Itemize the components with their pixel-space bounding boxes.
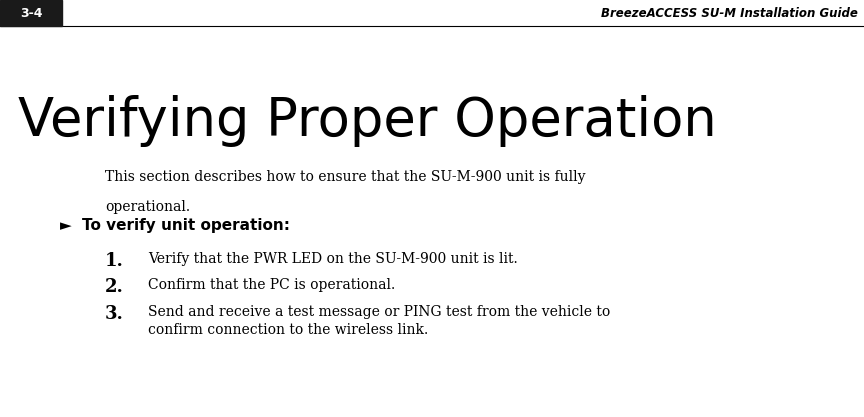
Bar bbox=[0, 0, 62, 26]
Text: BreezeACCESS SU-M Installation Guide: BreezeACCESS SU-M Installation Guide bbox=[601, 7, 858, 20]
Text: 1.: 1. bbox=[105, 252, 124, 270]
Text: To verify unit operation:: To verify unit operation: bbox=[82, 218, 290, 233]
Text: 2.: 2. bbox=[105, 278, 124, 296]
Text: Verifying Proper Operation: Verifying Proper Operation bbox=[18, 95, 717, 147]
Text: This section describes how to ensure that the SU-M-900 unit is fully: This section describes how to ensure tha… bbox=[105, 170, 586, 184]
Text: Verify that the PWR LED on the SU-M-900 unit is lit.: Verify that the PWR LED on the SU-M-900 … bbox=[148, 252, 518, 266]
Text: 3.: 3. bbox=[105, 305, 124, 323]
Text: operational.: operational. bbox=[105, 200, 190, 214]
Text: 3-4: 3-4 bbox=[20, 7, 42, 20]
Text: Confirm that the PC is operational.: Confirm that the PC is operational. bbox=[148, 278, 395, 292]
Text: confirm connection to the wireless link.: confirm connection to the wireless link. bbox=[148, 323, 429, 337]
Text: ►: ► bbox=[60, 218, 72, 233]
Text: Send and receive a test message or PING test from the vehicle to: Send and receive a test message or PING … bbox=[148, 305, 610, 319]
